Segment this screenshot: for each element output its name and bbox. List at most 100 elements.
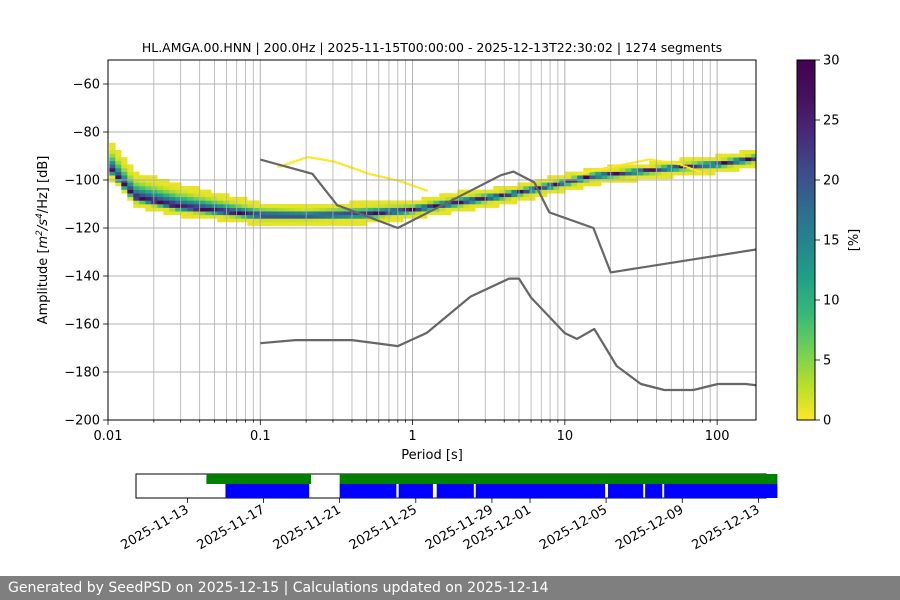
heatmap-cell — [523, 182, 530, 187]
heatmap-cell — [559, 189, 566, 194]
heatmap-cell — [217, 214, 224, 219]
heatmap-lobe-cell — [598, 168, 603, 171]
heatmap-lobe-cell — [417, 187, 422, 190]
heatmap-cell — [529, 196, 536, 201]
heatmap-cell — [439, 207, 446, 212]
heatmap-cell — [445, 211, 452, 216]
heatmap-cell — [469, 196, 476, 201]
heatmap-cell — [481, 196, 488, 201]
heatmap-cell — [427, 196, 434, 201]
heatmap-cell — [679, 171, 686, 176]
heatmap-cell — [265, 214, 272, 219]
heatmap-cell — [265, 222, 272, 226]
heatmap-cell — [121, 157, 128, 162]
heatmap-cell — [163, 182, 170, 187]
heatmap-lobe-cell — [414, 186, 419, 189]
heatmap-lobe-cell — [369, 173, 374, 176]
heatmap-cell — [679, 168, 686, 172]
y-tick-label: −140 — [64, 270, 100, 285]
colorbar — [796, 59, 816, 421]
heatmap-cell — [721, 160, 728, 165]
heatmap-cell — [109, 153, 116, 158]
heatmap-cell — [355, 214, 362, 219]
heatmap-cell — [529, 186, 536, 190]
heatmap-cell — [247, 222, 254, 226]
heatmap-cell — [181, 207, 188, 212]
heatmap-lobe-cell — [326, 159, 331, 162]
heatmap-cell — [253, 211, 260, 216]
timeline-date-label: 2025-11-17 — [195, 502, 268, 553]
y-tick-label: −160 — [64, 318, 100, 333]
y-axis-label-exp2: 2 — [35, 230, 45, 236]
heatmap-cell — [145, 200, 152, 205]
heatmap-cell — [121, 186, 128, 190]
heatmap-lobe-cell — [662, 160, 667, 163]
heatmap-cell — [457, 189, 464, 194]
heatmap-cell — [235, 218, 242, 223]
heatmap-cell — [637, 175, 644, 180]
heatmap-cell — [391, 214, 398, 219]
timeline-blue-bar — [339, 484, 397, 498]
heatmap-cell — [559, 186, 566, 190]
heatmap-cell — [667, 175, 674, 180]
heatmap-cell — [535, 186, 542, 190]
heatmap-cell — [619, 168, 626, 172]
heatmap-cell — [109, 171, 116, 176]
heatmap-cell — [127, 171, 134, 176]
heatmap-cell — [661, 175, 668, 180]
heatmap-cell — [637, 171, 644, 176]
heatmap-lobe-cell — [378, 175, 383, 178]
footer: Generated by SeedPSD on 2025-12-15 | Cal… — [0, 576, 900, 600]
heatmap-cell — [235, 200, 242, 205]
heatmap-cell — [181, 193, 188, 198]
heatmap-cell — [265, 211, 272, 216]
heatmap-cell — [373, 207, 380, 212]
heatmap-cell — [703, 157, 710, 162]
heatmap-cell — [637, 164, 644, 169]
heatmap-cell — [163, 204, 170, 208]
heatmap-cell — [565, 175, 572, 180]
heatmap-cell — [115, 153, 122, 158]
heatmap-cell — [421, 214, 428, 219]
heatmap-cell — [319, 211, 326, 216]
heatmap-cell — [289, 222, 296, 226]
heatmap-cell — [667, 164, 674, 169]
heatmap-cell — [643, 164, 650, 169]
heatmap-lobe-cell — [595, 168, 600, 171]
heatmap-cell — [133, 175, 140, 180]
heatmap-cell — [199, 207, 206, 212]
timeline-blue-bar — [645, 484, 663, 498]
heatmap-cell — [115, 164, 122, 169]
y-axis-label-exp4: 4 — [35, 213, 45, 219]
heatmap-cell — [733, 168, 740, 172]
heatmap-cell — [397, 207, 404, 212]
heatmap-cell — [739, 150, 746, 154]
heatmap-cell — [187, 196, 194, 201]
heatmap-cell — [589, 175, 596, 180]
heatmap-cell — [289, 214, 296, 219]
heatmap-cell — [139, 186, 146, 190]
x-tick-label: 100 — [705, 429, 730, 444]
heatmap-lobe-cell — [332, 160, 337, 163]
heatmap-cell — [553, 175, 560, 180]
heatmap-cell — [391, 211, 398, 216]
heatmap-cell — [649, 160, 656, 165]
heatmap-lobe-cell — [628, 162, 633, 165]
heatmap-cell — [727, 153, 734, 158]
heatmap-cell — [367, 200, 374, 205]
heatmap-cell — [439, 196, 446, 201]
heatmap-cell — [361, 200, 368, 205]
heatmap-cell — [331, 204, 338, 208]
heatmap-lobe-cell — [677, 163, 682, 166]
heatmap-cell — [361, 204, 368, 208]
heatmap-cell — [379, 204, 386, 208]
heatmap-cell — [325, 211, 332, 216]
heatmap-cell — [559, 178, 566, 183]
heatmap-cell — [355, 204, 362, 208]
heatmap-cell — [559, 175, 566, 180]
heatmap-cell — [403, 211, 410, 216]
heatmap-cell — [247, 211, 254, 216]
heatmap-cell — [733, 160, 740, 165]
heatmap-cell — [721, 164, 728, 169]
heatmap-cell — [169, 200, 176, 205]
